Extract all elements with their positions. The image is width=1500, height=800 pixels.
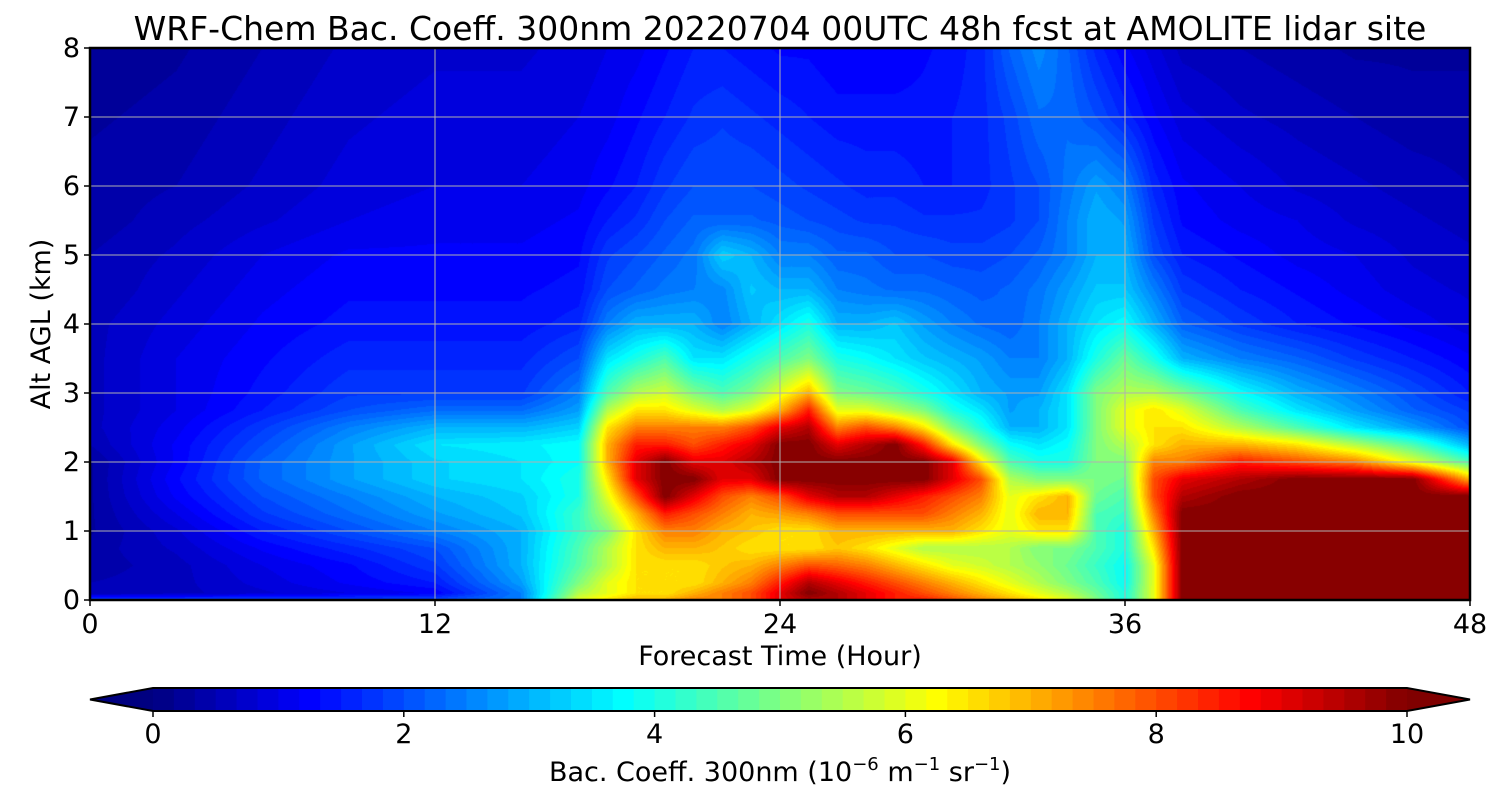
colorbar-tick-label: 0 bbox=[144, 719, 161, 750]
x-tick-label: 48 bbox=[1453, 609, 1487, 640]
colorbar-segment bbox=[1239, 688, 1262, 711]
y-tick-label: 7 bbox=[63, 102, 80, 133]
colorbar-segment bbox=[1093, 688, 1115, 711]
colorbar-tick-label: 8 bbox=[1148, 719, 1165, 750]
colorbar-segment bbox=[591, 688, 614, 711]
colorbar-segment bbox=[1051, 688, 1074, 711]
colorbar-segment bbox=[1323, 688, 1345, 711]
colorbar-segment bbox=[1135, 688, 1157, 711]
colorbar-segment bbox=[194, 688, 217, 711]
colorbar-segment bbox=[215, 688, 238, 711]
colorbar-segment bbox=[1386, 688, 1408, 711]
colorbar-segment bbox=[717, 688, 739, 711]
colorbar-segment bbox=[821, 688, 844, 711]
colorbar-segment bbox=[1030, 688, 1053, 711]
colorbar bbox=[89, 687, 1471, 712]
colorbar-label: Bac. Coeff. 300nm (10−6 m−1 sr−1) bbox=[549, 754, 1011, 788]
x-tick-label: 12 bbox=[418, 609, 452, 640]
y-tick-label: 4 bbox=[63, 309, 80, 340]
colorbar-segment bbox=[1302, 688, 1324, 711]
colorbar-segment bbox=[1072, 688, 1095, 711]
x-tick-label: 0 bbox=[81, 609, 98, 640]
colorbar-segment bbox=[612, 688, 635, 711]
colorbar-segment bbox=[884, 688, 906, 711]
y-tick-label: 3 bbox=[63, 378, 80, 409]
colorbar-segment bbox=[341, 688, 363, 711]
colorbar-segment bbox=[842, 688, 865, 711]
colorbar-segment bbox=[1177, 688, 1199, 711]
x-axis: 0 12 24 36 48 bbox=[81, 600, 1487, 640]
x-axis-label: Forecast Time (Hour) bbox=[638, 641, 922, 672]
colorbar-segment bbox=[654, 688, 677, 711]
colorbar-segment bbox=[780, 688, 802, 711]
colorbar-segment bbox=[529, 688, 551, 711]
y-axis-label: Alt AGL (km) bbox=[26, 239, 57, 410]
colorbar-segment bbox=[1156, 688, 1178, 711]
colorbar-segment bbox=[299, 688, 321, 711]
colorbar-segment bbox=[675, 688, 697, 711]
colorbar-segment bbox=[759, 688, 781, 711]
colorbar-segment bbox=[257, 688, 279, 711]
colorbar-extend-min bbox=[90, 688, 153, 711]
colorbar-segment bbox=[800, 688, 823, 711]
colorbar-segment bbox=[236, 688, 259, 711]
colorbar-segment bbox=[905, 688, 927, 711]
colorbar-segment bbox=[1114, 688, 1136, 711]
y-axis: 0 1 2 3 4 5 6 7 8 bbox=[63, 33, 90, 616]
y-tick-label: 5 bbox=[63, 240, 80, 271]
x-tick-label: 24 bbox=[763, 609, 797, 640]
colorbar-segment bbox=[550, 688, 572, 711]
y-tick-label: 2 bbox=[63, 447, 80, 478]
colorbar-segment bbox=[1365, 688, 1387, 711]
colorbar-tick-label: 10 bbox=[1390, 719, 1424, 750]
colorbar-segment bbox=[508, 688, 530, 711]
colorbar-tick-label: 2 bbox=[395, 719, 412, 750]
colorbar-tick-label: 6 bbox=[897, 719, 914, 750]
colorbar-segment bbox=[1281, 688, 1304, 711]
y-tick-label: 8 bbox=[63, 33, 80, 64]
colorbar-segment bbox=[382, 688, 405, 711]
y-tick-label: 1 bbox=[63, 516, 80, 547]
colorbar-segment bbox=[989, 688, 1011, 711]
colorbar-segment bbox=[173, 688, 196, 711]
colorbar-segment bbox=[403, 688, 426, 711]
colorbar-segment bbox=[1260, 688, 1283, 711]
y-tick-label: 6 bbox=[63, 171, 80, 202]
colorbar-segment bbox=[1009, 688, 1032, 711]
colorbar-segment bbox=[445, 688, 468, 711]
colorbar-segment bbox=[738, 688, 760, 711]
colorbar-segment bbox=[1198, 688, 1220, 711]
colorbar-extend-max bbox=[1407, 688, 1470, 711]
x-tick-label: 36 bbox=[1108, 609, 1142, 640]
colorbar-tick-label: 4 bbox=[646, 719, 663, 750]
colorbar-segment bbox=[947, 688, 969, 711]
colorbar-segment bbox=[320, 688, 342, 711]
colorbar-segment bbox=[968, 688, 990, 711]
colorbar-segment bbox=[278, 688, 300, 711]
colorbar-segment bbox=[362, 688, 384, 711]
y-tick-label: 0 bbox=[63, 585, 80, 616]
colorbar-segment bbox=[487, 688, 509, 711]
chart-title: WRF-Chem Bac. Coeff. 300nm 20220704 00UT… bbox=[134, 9, 1427, 48]
colorbar-segment bbox=[1218, 688, 1241, 711]
colorbar-segment bbox=[863, 688, 886, 711]
colorbar-segment bbox=[571, 688, 593, 711]
colorbar-segment bbox=[926, 688, 948, 711]
colorbar-segment bbox=[696, 688, 718, 711]
colorbar-segment bbox=[424, 688, 447, 711]
colorbar-ticks: 0 2 4 6 8 10 bbox=[144, 711, 1424, 750]
colorbar-segment bbox=[466, 688, 488, 711]
colorbar-segment bbox=[1344, 688, 1366, 711]
colorbar-segment bbox=[153, 688, 175, 711]
colorbar-segment bbox=[633, 688, 656, 711]
